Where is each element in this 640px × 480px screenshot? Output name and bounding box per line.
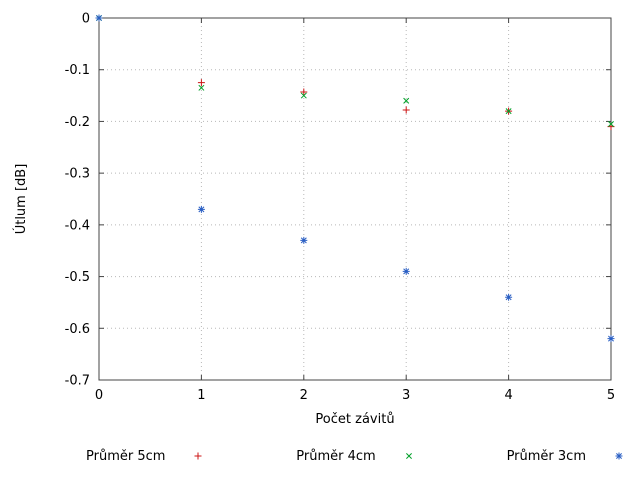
legend-item: Průměr 3cm bbox=[507, 446, 626, 466]
x-tick-label: 4 bbox=[504, 388, 512, 403]
legend: Průměr 5cm Průměr 4cm Průměr 3cm bbox=[0, 446, 640, 466]
data-point bbox=[402, 106, 410, 114]
x-tick-label: 3 bbox=[402, 388, 410, 403]
y-tick-label: -0.2 bbox=[65, 115, 90, 130]
legend-item: Průměr 5cm bbox=[86, 446, 205, 466]
data-point bbox=[95, 14, 103, 22]
legend-marker-glyph bbox=[194, 452, 202, 460]
data-point bbox=[197, 205, 205, 213]
legend-label: Průměr 4cm bbox=[296, 448, 376, 464]
x-tick-label: 0 bbox=[95, 388, 103, 403]
legend-item: Průměr 4cm bbox=[296, 446, 415, 466]
data-point bbox=[197, 79, 205, 87]
y-tick-label: -0.3 bbox=[65, 167, 90, 182]
data-point bbox=[505, 108, 512, 115]
x-tick-label: 5 bbox=[607, 388, 615, 403]
y-tick-label: -0.5 bbox=[65, 270, 90, 285]
y-tick-label: -0.4 bbox=[65, 218, 90, 233]
data-point bbox=[607, 335, 615, 343]
y-axis-label: Útlum [dB] bbox=[14, 163, 29, 235]
data-point bbox=[402, 267, 410, 275]
cross-marker-icon bbox=[402, 449, 416, 463]
data-point bbox=[300, 92, 307, 99]
x-tick-label: 1 bbox=[197, 388, 205, 403]
legend-label: Průměr 3cm bbox=[506, 448, 586, 464]
data-point bbox=[403, 97, 410, 104]
x-axis-label: Počet závitů bbox=[315, 412, 395, 427]
y-tick-label: -0.1 bbox=[65, 63, 90, 78]
data-point bbox=[198, 84, 205, 91]
y-tick-label: -0.6 bbox=[65, 322, 90, 337]
legend-label: Průměr 5cm bbox=[86, 448, 166, 464]
legend-marker-glyph bbox=[615, 452, 623, 460]
data-point bbox=[300, 88, 308, 96]
plot-border bbox=[98, 17, 612, 381]
data-point bbox=[505, 293, 513, 301]
plus-marker-icon bbox=[191, 449, 205, 463]
legend-marker-glyph bbox=[405, 453, 412, 459]
x-tick-label: 2 bbox=[300, 388, 308, 403]
y-tick-label: -0.7 bbox=[65, 374, 90, 389]
data-point bbox=[608, 121, 614, 127]
asterisk-marker-icon bbox=[612, 449, 626, 463]
y-tick-label: 0 bbox=[82, 12, 90, 27]
data-point bbox=[300, 236, 308, 244]
